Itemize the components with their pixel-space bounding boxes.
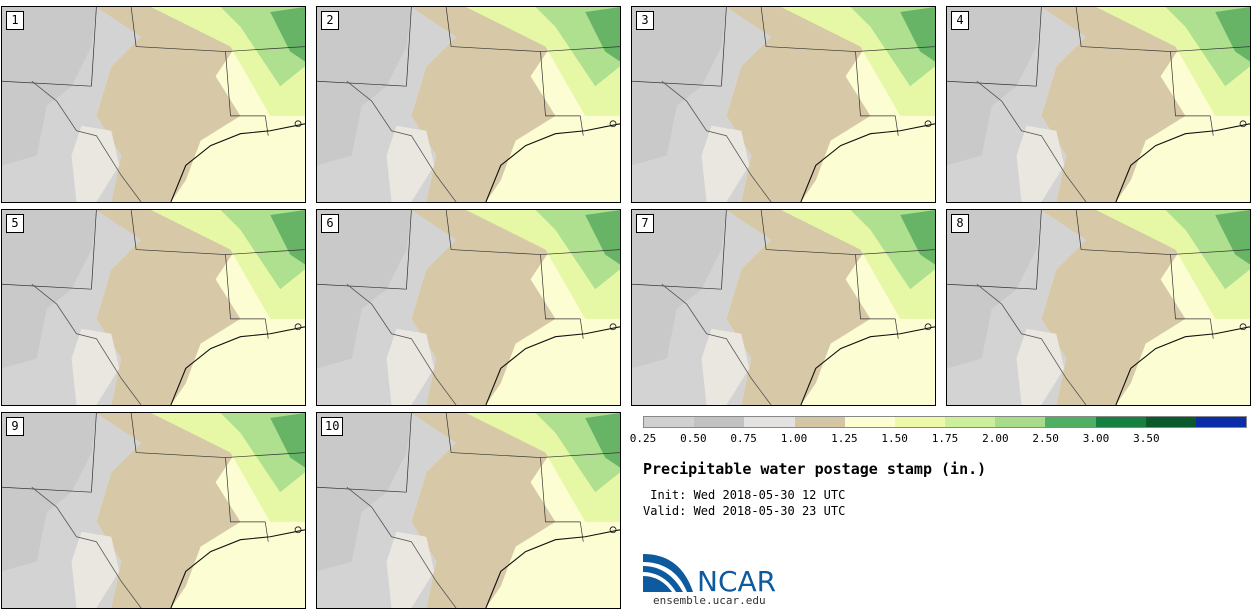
- panel-number: 8: [951, 214, 969, 233]
- init-time: Init: Wed 2018-05-30 12 UTC: [643, 488, 846, 502]
- panel-number: 1: [6, 11, 24, 30]
- panel-number: 5: [6, 214, 24, 233]
- panel-number: 9: [6, 417, 24, 436]
- map-panel-2: 2: [316, 6, 621, 203]
- colorbar-segment: [694, 417, 745, 427]
- colorbar-tick-label: 1.75: [931, 432, 959, 445]
- colorbar-segment: [1195, 417, 1247, 427]
- colorbar-tick-label: 1.50: [881, 432, 908, 445]
- panel-number: 3: [636, 11, 654, 30]
- panel-number: 7: [636, 214, 654, 233]
- colorbar-labels: 0.25 0.50 0.75 1.00 1.25 1.50 1.75 2.00 2.50 3.00…: [630, 432, 1260, 446]
- ncar-logo-icon: [643, 554, 693, 592]
- colorbar-tick-label: 3.00: [1082, 432, 1110, 445]
- colorbar-tick-label: 2.50: [1032, 432, 1059, 445]
- map-panel-7: 7: [631, 209, 936, 406]
- colorbar-segment: [1145, 417, 1196, 427]
- colorbar-segment: [844, 417, 895, 427]
- map-panel-4: 4: [946, 6, 1251, 203]
- colorbar-tick-label: 0.25: [629, 432, 657, 445]
- map-panel-1: 1: [1, 6, 306, 203]
- panel-number: 4: [951, 11, 969, 30]
- colorbar-segment: [995, 417, 1046, 427]
- colorbar-tick-label: 0.75: [730, 432, 757, 445]
- colorbar-segment: [794, 417, 845, 427]
- colorbar-tick-label: 2.00: [982, 432, 1009, 445]
- colorbar-segment: [644, 417, 695, 427]
- website-link[interactable]: ensemble.ucar.edu: [653, 594, 766, 607]
- colorbar-tick-label: 1.00: [780, 432, 808, 445]
- map-panel-3: 3: [631, 6, 936, 203]
- map-panel-5: 5: [1, 209, 306, 406]
- colorbar-segment: [894, 417, 946, 427]
- colorbar-segment: [945, 417, 996, 427]
- panel-number: 6: [321, 214, 339, 233]
- colorbar-tick-label: 3.50: [1133, 432, 1160, 445]
- colorbar-segment: [744, 417, 795, 427]
- map-panel-10: 10: [316, 412, 621, 609]
- panel-number: 2: [321, 11, 339, 30]
- colorbar-segment: [1095, 417, 1146, 427]
- map-panel-8: 8: [946, 209, 1251, 406]
- panel-number: 10: [321, 417, 344, 436]
- valid-time: Valid: Wed 2018-05-30 23 UTC: [643, 504, 846, 518]
- colorbar-tick-label: 1.25: [831, 432, 858, 445]
- colorbar-tick-label: 0.50: [680, 432, 707, 445]
- logo-text: NCAR: [697, 565, 777, 598]
- colorbar-segment: [1045, 417, 1096, 427]
- map-panel-9: 9: [1, 412, 306, 609]
- map-panel-6: 6: [316, 209, 621, 406]
- plot-title: Precipitable water postage stamp (in.): [643, 460, 987, 478]
- colorbar: [643, 416, 1247, 428]
